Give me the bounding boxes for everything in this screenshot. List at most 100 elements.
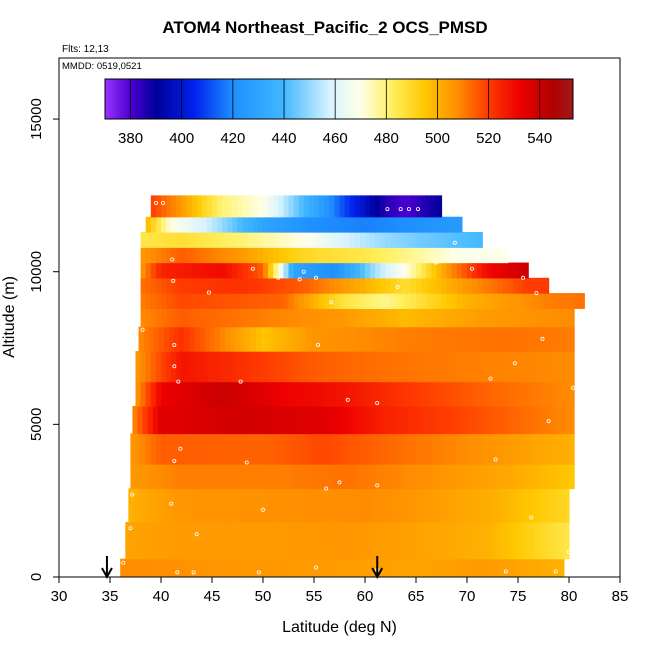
sample-point [345,397,350,402]
curtain-cell [339,308,346,328]
curtain-cell [461,351,468,383]
curtain-cell [410,195,417,218]
curtain-cell [492,522,499,560]
curtain-cell [482,522,488,560]
curtain-cell [344,195,351,218]
curtain-cell [247,433,254,465]
curtain-cell [365,262,371,279]
curtain-cell [257,464,264,490]
curtain-cell [385,522,392,560]
colorbar-segment [567,79,571,119]
x-tick-label: 45 [204,588,221,605]
colorbar-segment [460,79,464,119]
curtain-cell [257,195,264,218]
curtain-cell [543,351,550,383]
curtain-cell [372,406,378,435]
colorbar-segment [138,79,142,119]
curtain-cell [553,381,560,407]
sample-point [488,376,493,381]
curtain-cell [446,262,453,279]
curtain-cell [538,381,545,407]
curtain-cell [375,308,381,328]
curtain-cell [456,464,463,490]
curtain-cell [487,293,494,309]
curtain-cell [410,247,417,264]
curtain-cell [206,351,213,383]
curtain-cell [453,406,460,435]
curtain-cell [303,308,310,328]
curtain-cell [472,293,478,309]
colorbar-segment [509,79,513,119]
curtain-cell [319,558,325,577]
curtain-cell [319,522,325,560]
curtain-cell [463,406,470,435]
curtain-cell [326,406,332,435]
curtain-cell [426,293,432,309]
curtain-cell [441,433,448,465]
curtain-cell [553,308,560,328]
curtain-cell [334,216,341,233]
sample-point [521,275,526,280]
curtain-cell [477,277,483,294]
curtain-cell [293,195,300,218]
sample-point [313,565,318,570]
colorbar-segment [217,79,221,119]
curtain-cell [278,381,284,407]
curtain-cell [314,351,320,383]
curtain-cell [227,216,233,233]
curtain-cell [421,195,427,218]
curtain-cell [222,195,228,218]
colorbar-segment [532,79,536,119]
curtain-cell [518,308,524,328]
curtain-cell [168,406,174,435]
curtain-cell [301,326,308,352]
curtain-cell [293,381,300,407]
curtain-cell [436,558,443,577]
curtain-cell [293,277,300,294]
curtain-cell [281,488,288,523]
curtain-cell [359,433,366,465]
y-tick-label: 0 [28,573,45,581]
curtain-cell [546,488,553,523]
curtain-cell [278,232,284,248]
colorbar-segment [161,79,165,119]
curtain-cell [263,308,269,328]
curtain-cell [196,308,203,328]
curtain-cell [288,308,295,328]
colorbar-segment [432,79,436,119]
curtain-cell [334,351,341,383]
curtain-cell [541,488,548,523]
curtain-cell [507,433,514,465]
curtain-cell [150,277,157,294]
curtain-cell [268,381,274,407]
curtain-cell [388,326,395,352]
curtain-cell [247,464,254,490]
curtain-cell [558,293,565,309]
curtain-cell [298,308,305,328]
colorbar-segment [560,79,564,119]
curtain-cell [308,277,315,294]
curtain-cell [482,247,488,264]
curtain-cell [495,488,502,523]
curtain-cell [278,262,284,279]
curtain-cell [402,406,409,435]
curtain-cell [324,522,330,560]
curtain-cell [385,195,392,218]
curtain-cell [380,558,386,577]
curtain-cell [339,351,346,383]
curtain-cell [365,351,371,383]
curtain-cell [378,326,384,352]
curtain-cell [477,522,483,560]
curtain-cell [161,247,167,264]
curtain-cell [482,558,488,577]
curtain-cell [230,488,237,523]
curtain-cell [125,522,131,560]
curtain-cell [206,381,213,407]
curtain-cell [378,488,384,523]
curtain-cell [359,216,366,233]
curtain-cell [171,522,177,560]
curtain-cell [421,522,427,560]
curtain-cell [153,326,160,352]
curtain-cell [199,326,206,352]
curtain-cell [171,277,177,294]
